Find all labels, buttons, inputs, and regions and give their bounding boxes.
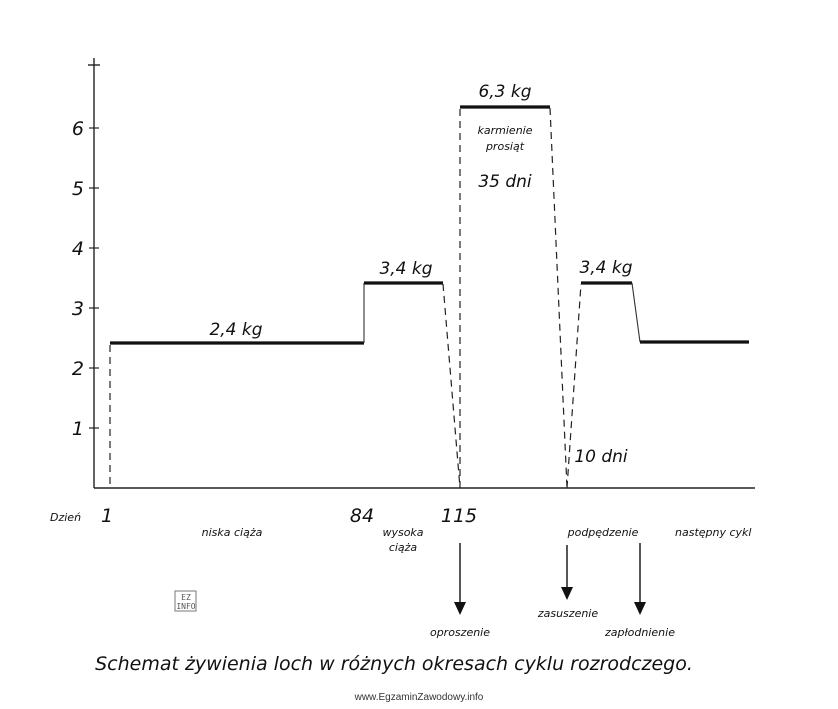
label-segment-lactation: 6,3 kg <box>478 82 531 102</box>
period-flushing: podpędzenie <box>567 526 639 539</box>
label-segment-high-pregnancy: 3,4 kg <box>379 259 432 279</box>
period-high-pregnancy-line1: wysoka <box>382 526 423 539</box>
period-next-cycle: następny cykl <box>675 526 751 539</box>
annotation-lactation-days: 35 dni <box>478 172 532 192</box>
y-tick-label-3: 3 <box>72 298 84 320</box>
y-tick-label-1: 1 <box>72 418 84 440</box>
x-tick-115: 115 <box>441 505 477 527</box>
arrow-drying-off-head <box>561 587 573 600</box>
x-tick-1: 1 <box>101 505 113 527</box>
period-low-pregnancy: niska ciąża <box>202 526 263 539</box>
annotation-lactation-line1: karmienie <box>478 124 533 137</box>
y-tick-label-2: 2 <box>72 358 84 380</box>
y-tick-label-5: 5 <box>72 178 84 200</box>
dash-rise-flushing <box>566 283 582 489</box>
svg-text:INFO: INFO <box>176 602 195 611</box>
dash-drop-before-farrowing <box>442 283 461 489</box>
watermark: www.EgzaminZawodowy.info <box>354 692 484 703</box>
event-insemination: zapłodnienie <box>604 626 675 639</box>
annotation-flushing-days: 10 dni <box>574 447 628 467</box>
x-tick-84: 84 <box>350 505 374 527</box>
chart-title: Schemat żywienia loch w różnych okresach… <box>95 653 693 675</box>
y-tick-label-6: 6 <box>72 118 84 140</box>
event-drying-off: zasuszenie <box>537 607 599 620</box>
y-ticks: 1 2 3 4 5 6 <box>72 118 99 440</box>
y-tick-label-4: 4 <box>72 238 84 260</box>
step-down-flushing <box>631 282 641 343</box>
label-segment-low-pregnancy: 2,4 kg <box>209 320 262 340</box>
annotation-lactation-line2: prosiąt <box>485 140 525 153</box>
arrow-farrowing-head <box>454 602 466 615</box>
period-high-pregnancy-line2: ciąża <box>389 541 418 554</box>
svg-text:EZ: EZ <box>181 593 191 602</box>
arrow-insemination-head <box>634 602 646 615</box>
x-axis-label: Dzień <box>50 511 81 524</box>
dash-drop-weaning <box>549 107 568 489</box>
event-farrowing: oproszenie <box>430 626 490 639</box>
ez-info-logo: EZ INFO <box>174 590 197 612</box>
label-segment-flushing: 3,4 kg <box>579 258 632 278</box>
